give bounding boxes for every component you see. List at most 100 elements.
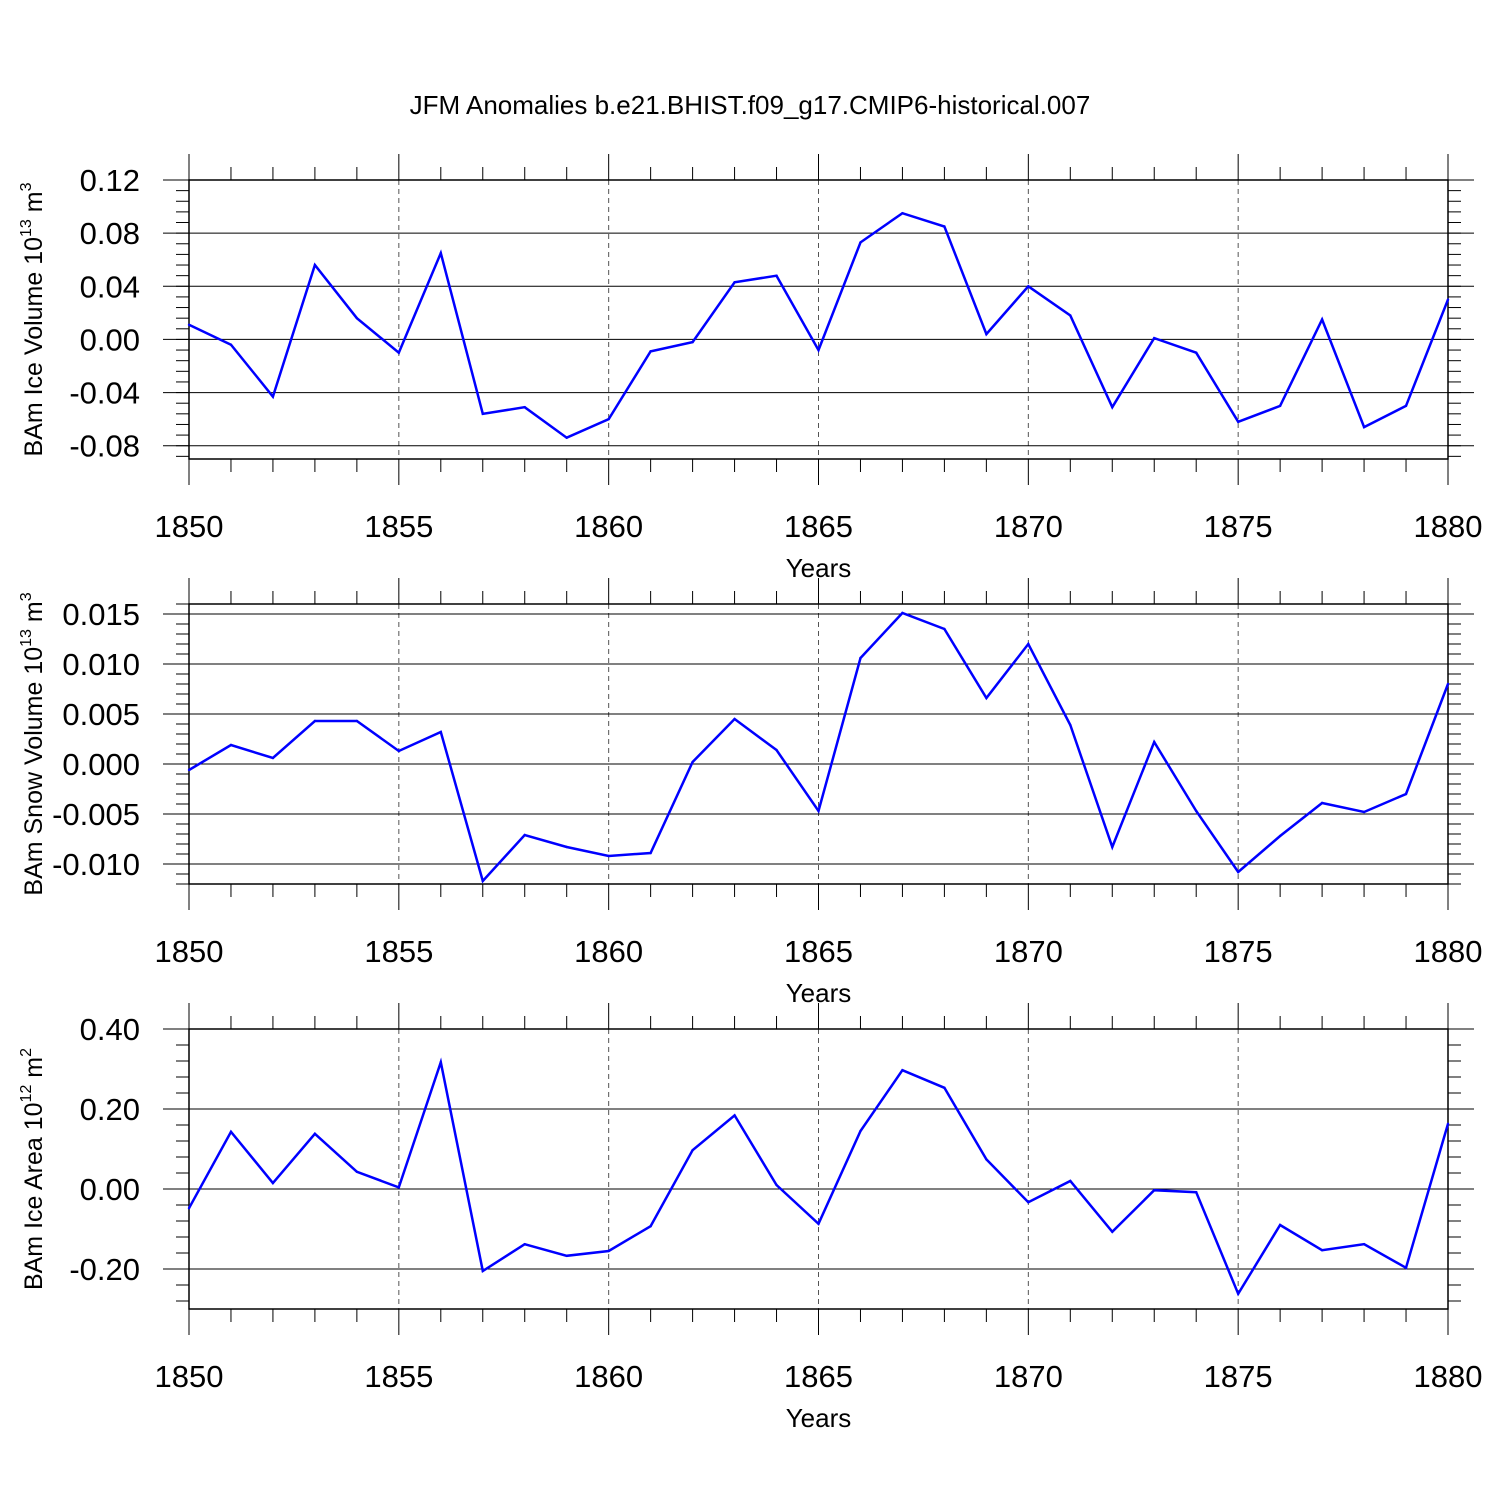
data-point: [1069, 314, 1072, 317]
x-tick-label: 1865: [784, 934, 853, 969]
x-tick-label: 1880: [1414, 509, 1483, 544]
x-tick-label: 1860: [574, 934, 643, 969]
y-axis-title-part: BAm Ice Volume 10: [20, 237, 48, 457]
data-point: [691, 1149, 694, 1152]
data-point: [733, 1114, 736, 1117]
data-point: [943, 225, 946, 228]
data-point: [1362, 425, 1366, 429]
data-point: [775, 1183, 778, 1187]
data-point: [271, 756, 275, 760]
data-point: [229, 743, 233, 747]
y-tick-label: 0.08: [80, 216, 140, 251]
data-point: [1195, 1191, 1198, 1194]
ice-area-panel: -0.20 0.00 0.20 0.40 1850 1855 1860 1865 1870 187…: [18, 1003, 1482, 1433]
x-tick-label: 1855: [364, 934, 433, 969]
y-axis-title-part: m: [20, 191, 48, 219]
data-point: [1111, 405, 1114, 409]
data-point: [1195, 809, 1198, 813]
x-tick-label: 1850: [155, 934, 224, 969]
chart-title: JFM Anomalies b.e21.BHIST.f09_g17.CMIP6-…: [410, 90, 1091, 120]
data-point: [649, 350, 652, 353]
data-point: [859, 1129, 862, 1133]
y-tick-label: -0.04: [69, 376, 140, 411]
data-point: [901, 1069, 904, 1072]
data-point: [523, 405, 526, 409]
data-point: [859, 656, 862, 660]
data-point: [985, 696, 988, 700]
data-point: [397, 749, 401, 753]
y-tick-label: 0.12: [80, 163, 140, 198]
data-point: [943, 627, 946, 631]
y-axis-title: BAm Ice Volume 1013 m3: [18, 182, 48, 456]
data-point: [649, 1225, 652, 1228]
data-point: [313, 719, 317, 723]
data-point: [1362, 810, 1366, 814]
y-axis-title-superscript: 12: [18, 1085, 35, 1103]
y-tick-label: 0.010: [62, 647, 140, 682]
x-tick-label: 1870: [994, 934, 1063, 969]
data-point: [1236, 1292, 1240, 1296]
data-point: [607, 1249, 610, 1253]
data-point: [1195, 351, 1198, 354]
x-tick-label: 1860: [574, 509, 643, 544]
data-point: [985, 1158, 988, 1161]
data-point: [901, 611, 904, 615]
data-point: [775, 274, 778, 277]
data-point: [439, 1061, 442, 1064]
data-point: [565, 1254, 568, 1258]
y-axis-title-superscript: 13: [18, 219, 35, 237]
data-point: [1027, 1201, 1030, 1204]
data-point: [481, 879, 484, 883]
x-tick-label: 1880: [1414, 1359, 1483, 1394]
y-axis-title-superscript: 3: [18, 182, 35, 191]
y-axis-title-part: BAm Ice Area 10: [20, 1102, 48, 1290]
data-point: [271, 395, 275, 398]
data-point: [985, 332, 988, 336]
data-point: [1278, 404, 1282, 408]
data-point: [1320, 1249, 1324, 1252]
data-point: [1027, 285, 1030, 288]
data-point: [1362, 1243, 1366, 1246]
y-tick-label: -0.08: [69, 429, 140, 464]
data-point: [1153, 1189, 1156, 1192]
data-point: [1111, 1230, 1114, 1234]
x-axis-title: Years: [786, 1403, 852, 1433]
data-point: [481, 1269, 484, 1273]
x-tick-label: 1875: [1204, 509, 1273, 544]
y-tick-label: 0.00: [80, 1172, 140, 1207]
y-tick-label: 0.000: [62, 747, 140, 782]
data-point: [691, 340, 694, 344]
y-axis-title: BAm Ice Area 1012 m2: [18, 1048, 48, 1290]
data-point: [1278, 1223, 1282, 1227]
data-point: [439, 251, 442, 255]
data-point: [355, 1170, 359, 1174]
data-point: [565, 845, 568, 849]
y-axis-title-superscript: 13: [18, 629, 35, 647]
data-point: [649, 851, 652, 855]
y-axis-title-part: m: [20, 601, 48, 629]
data-point: [817, 348, 820, 352]
data-point: [1069, 1179, 1072, 1183]
data-point: [229, 1130, 233, 1134]
data-point: [187, 1207, 191, 1210]
x-tick-label: 1855: [364, 509, 433, 544]
data-point: [397, 1186, 401, 1189]
data-point: [481, 412, 484, 416]
data-point: [691, 760, 694, 764]
data-point: [313, 263, 317, 267]
y-tick-label: 0.00: [80, 322, 140, 357]
data-point: [1153, 336, 1156, 340]
data-point: [1446, 298, 1450, 301]
x-tick-label: 1880: [1414, 934, 1483, 969]
data-point: [355, 316, 359, 320]
data-point: [733, 717, 736, 721]
data-point: [313, 1132, 317, 1136]
data-point: [1404, 792, 1408, 796]
snow-volume-panel: -0.010 -0.005 0.000 0.005 0.010 0.015 1850 1855…: [18, 578, 1482, 1008]
ice-volume-panel: -0.08 -0.04 0.00 0.04 0.08 0.12 1850 1855 1860 18…: [18, 154, 1482, 583]
data-point: [565, 436, 568, 439]
data-point: [733, 281, 736, 284]
data-point: [1236, 420, 1240, 423]
data-point: [1320, 801, 1324, 805]
